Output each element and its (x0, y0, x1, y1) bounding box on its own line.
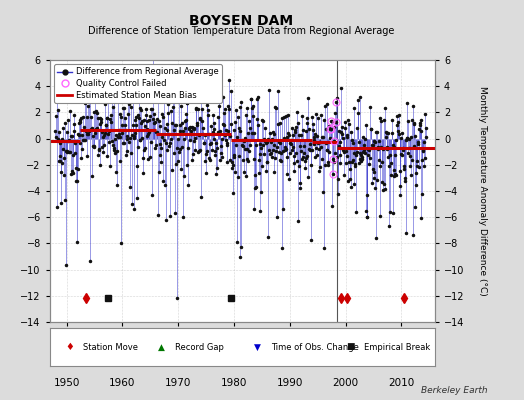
Text: BOYSEN DAM: BOYSEN DAM (189, 14, 293, 28)
Text: Empirical Break: Empirical Break (364, 342, 430, 352)
Y-axis label: Monthly Temperature Anomaly Difference (°C): Monthly Temperature Anomaly Difference (… (478, 86, 487, 296)
Text: ■: ■ (346, 342, 355, 352)
Text: 1960: 1960 (109, 378, 136, 388)
Text: ♦: ♦ (65, 342, 74, 352)
Text: 1980: 1980 (221, 378, 247, 388)
Text: ▼: ▼ (254, 342, 261, 352)
Text: ▲: ▲ (158, 342, 165, 352)
Text: 1970: 1970 (165, 378, 191, 388)
Text: 2000: 2000 (333, 378, 358, 388)
Legend: Difference from Regional Average, Quality Control Failed, Estimated Station Mean: Difference from Regional Average, Qualit… (54, 64, 222, 103)
Text: Difference of Station Temperature Data from Regional Average: Difference of Station Temperature Data f… (88, 26, 394, 36)
Text: 1950: 1950 (53, 378, 80, 388)
Text: 1990: 1990 (277, 378, 303, 388)
Text: Time of Obs. Change: Time of Obs. Change (271, 342, 359, 352)
Text: Station Move: Station Move (82, 342, 137, 352)
Text: Record Gap: Record Gap (175, 342, 224, 352)
Text: 2010: 2010 (388, 378, 414, 388)
Text: Berkeley Earth: Berkeley Earth (421, 386, 487, 395)
